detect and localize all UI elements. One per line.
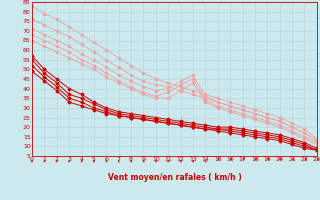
X-axis label: Vent moyen/en rafales ( km/h ): Vent moyen/en rafales ( km/h ) bbox=[108, 174, 241, 182]
